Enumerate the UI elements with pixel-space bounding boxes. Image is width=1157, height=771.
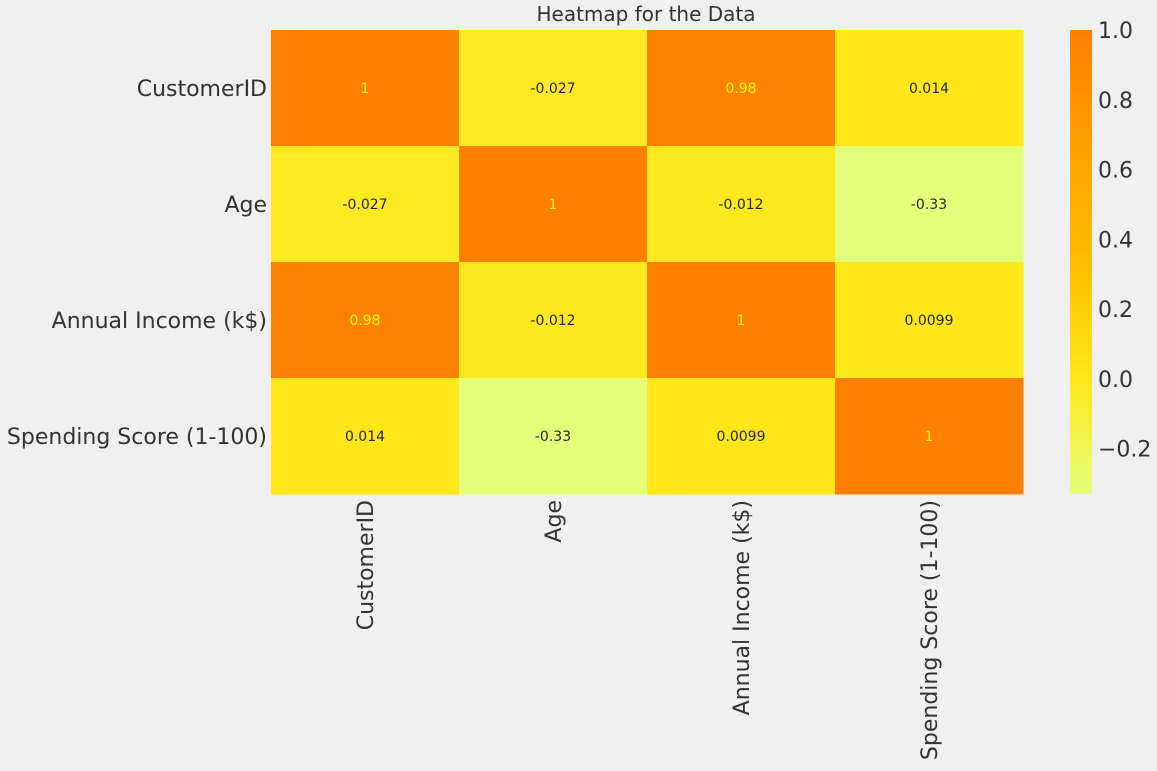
heatmap-cell-r3-c0: [271, 378, 460, 495]
y-tick-label: Spending Score (1-100): [7, 425, 267, 450]
heatmap-cell-r3-c3: [835, 378, 1024, 495]
colorbar-tick-label: 0.6: [1098, 159, 1133, 184]
colorbar-tick-label: 1.0: [1098, 19, 1133, 44]
heatmap-cell-r3-c2: [647, 378, 836, 495]
cell-value-label: -0.33: [911, 197, 947, 213]
cell-value-label: 1: [737, 313, 746, 329]
cell-value-label: 1: [925, 429, 934, 445]
x-tick-label: CustomerID: [354, 500, 379, 630]
colorbar-tick-label: 0.0: [1098, 368, 1133, 393]
heatmap-cell-r0-c0: [271, 30, 460, 147]
cell-value-label: 0.0099: [717, 429, 766, 445]
cell-value-label: -0.027: [530, 81, 575, 97]
heatmap-cell-r2-c0: [271, 262, 460, 379]
colorbar-tick-label: 0.8: [1098, 89, 1133, 114]
heatmap-cell-r2-c1: [459, 262, 648, 379]
heatmap-cell-r2-c2: [647, 262, 836, 379]
cell-value-label: -0.027: [342, 197, 387, 213]
cell-value-label: 0.014: [909, 81, 949, 97]
heatmap-cell-r1-c0: [271, 146, 460, 263]
colorbar: 1.0 0.8 0.6 0.4 0.2 0.0 −0.2: [1070, 19, 1151, 494]
x-tick-label: Age: [542, 500, 567, 543]
x-axis-tick-labels: CustomerID Age Annual Income (k$) Spending …: [354, 500, 943, 760]
colorbar-tick-label: −0.2: [1098, 438, 1151, 463]
cell-value-label: 0.0099: [905, 313, 954, 329]
heatmap-cell-r1-c3: [835, 146, 1024, 263]
cell-value-label: 0.98: [349, 313, 380, 329]
heatmap-cell-r0-c2: [647, 30, 836, 147]
cell-value-label: 1: [549, 197, 558, 213]
y-tick-label: Annual Income (k$): [52, 309, 267, 334]
heatmap-cell-labels: 1 -0.027 0.98 0.014 -0.027 1 -0.012 -0.33 0.98 -0…: [342, 81, 953, 445]
cell-value-label: 0.014: [345, 429, 385, 445]
chart-title: Heatmap for the Data: [536, 2, 755, 26]
heatmap-cell-r0-c1: [459, 30, 648, 147]
x-tick-label: Annual Income (k$): [730, 500, 755, 715]
heatmap-cell-r1-c1: [459, 146, 648, 263]
x-tick-label: Spending Score (1-100): [918, 500, 943, 760]
cell-value-label: -0.012: [530, 313, 575, 329]
y-tick-label: CustomerID: [137, 77, 267, 102]
cell-value-label: -0.33: [535, 429, 571, 445]
heatmap-cell-r3-c1: [459, 378, 648, 495]
cell-value-label: -0.012: [718, 197, 763, 213]
heatmap-cells: [271, 30, 1024, 495]
heatmap-cell-r0-c3: [835, 30, 1024, 147]
y-axis-tick-labels: CustomerID Age Annual Income (k$) Spending …: [7, 77, 267, 450]
cell-value-label: 0.98: [725, 81, 756, 97]
heatmap-cell-r2-c3: [835, 262, 1024, 379]
y-tick-label: Age: [224, 193, 267, 218]
colorbar-tick-label: 0.4: [1098, 228, 1133, 253]
heatmap-cell-r1-c2: [647, 146, 836, 263]
colorbar-gradient: [1070, 30, 1092, 494]
colorbar-tick-label: 0.2: [1098, 298, 1133, 323]
cell-value-label: 1: [361, 81, 370, 97]
